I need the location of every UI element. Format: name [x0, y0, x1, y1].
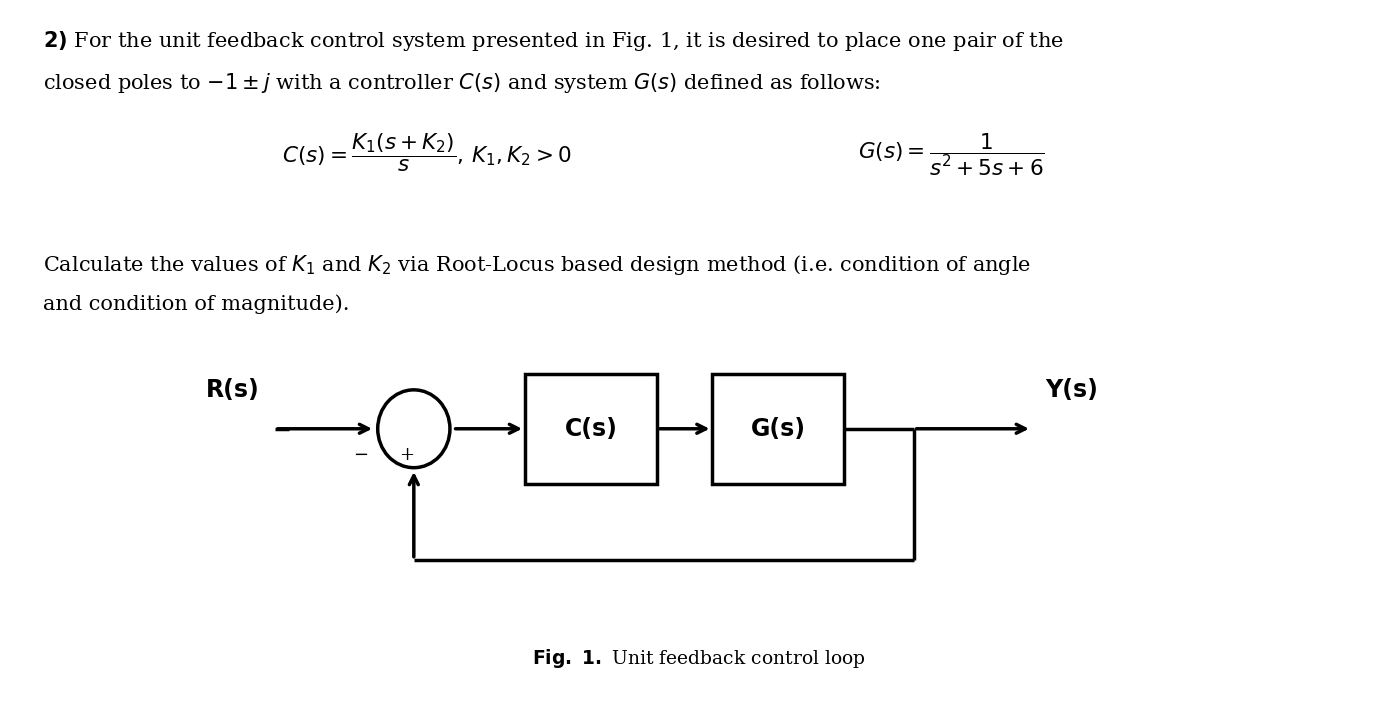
Text: −: −: [353, 446, 369, 464]
Text: R(s): R(s): [205, 378, 260, 402]
Text: $G(s) = \dfrac{1}{s^2 + 5s + 6}$: $G(s) = \dfrac{1}{s^2 + 5s + 6}$: [858, 132, 1045, 178]
Text: G(s): G(s): [750, 417, 806, 441]
Text: $C(s) = \dfrac{K_1(s + K_2)}{s},\,K_1, K_2 > 0$: $C(s) = \dfrac{K_1(s + K_2)}{s},\,K_1, K…: [282, 132, 571, 174]
FancyBboxPatch shape: [712, 374, 844, 483]
Text: $\mathbf{2)}$ For the unit feedback control system presented in Fig. 1, it is de: $\mathbf{2)}$ For the unit feedback cont…: [43, 29, 1065, 53]
Text: +: +: [400, 446, 415, 464]
Text: closed poles to $-1\pm j$ with a controller $C(s)$ and system $G(s)$ defined as : closed poles to $-1\pm j$ with a control…: [43, 72, 882, 95]
Text: Y(s): Y(s): [1046, 378, 1098, 402]
FancyBboxPatch shape: [525, 374, 657, 483]
Text: $\mathbf{Fig.\ 1.}$ Unit feedback control loop: $\mathbf{Fig.\ 1.}$ Unit feedback contro…: [531, 647, 866, 670]
Text: Calculate the values of $K_1$ and $K_2$ via Root-Locus based design method (i.e.: Calculate the values of $K_1$ and $K_2$ …: [43, 253, 1031, 277]
Text: C(s): C(s): [564, 417, 617, 441]
Ellipse shape: [377, 390, 450, 468]
Text: and condition of magnitude).: and condition of magnitude).: [43, 294, 349, 314]
